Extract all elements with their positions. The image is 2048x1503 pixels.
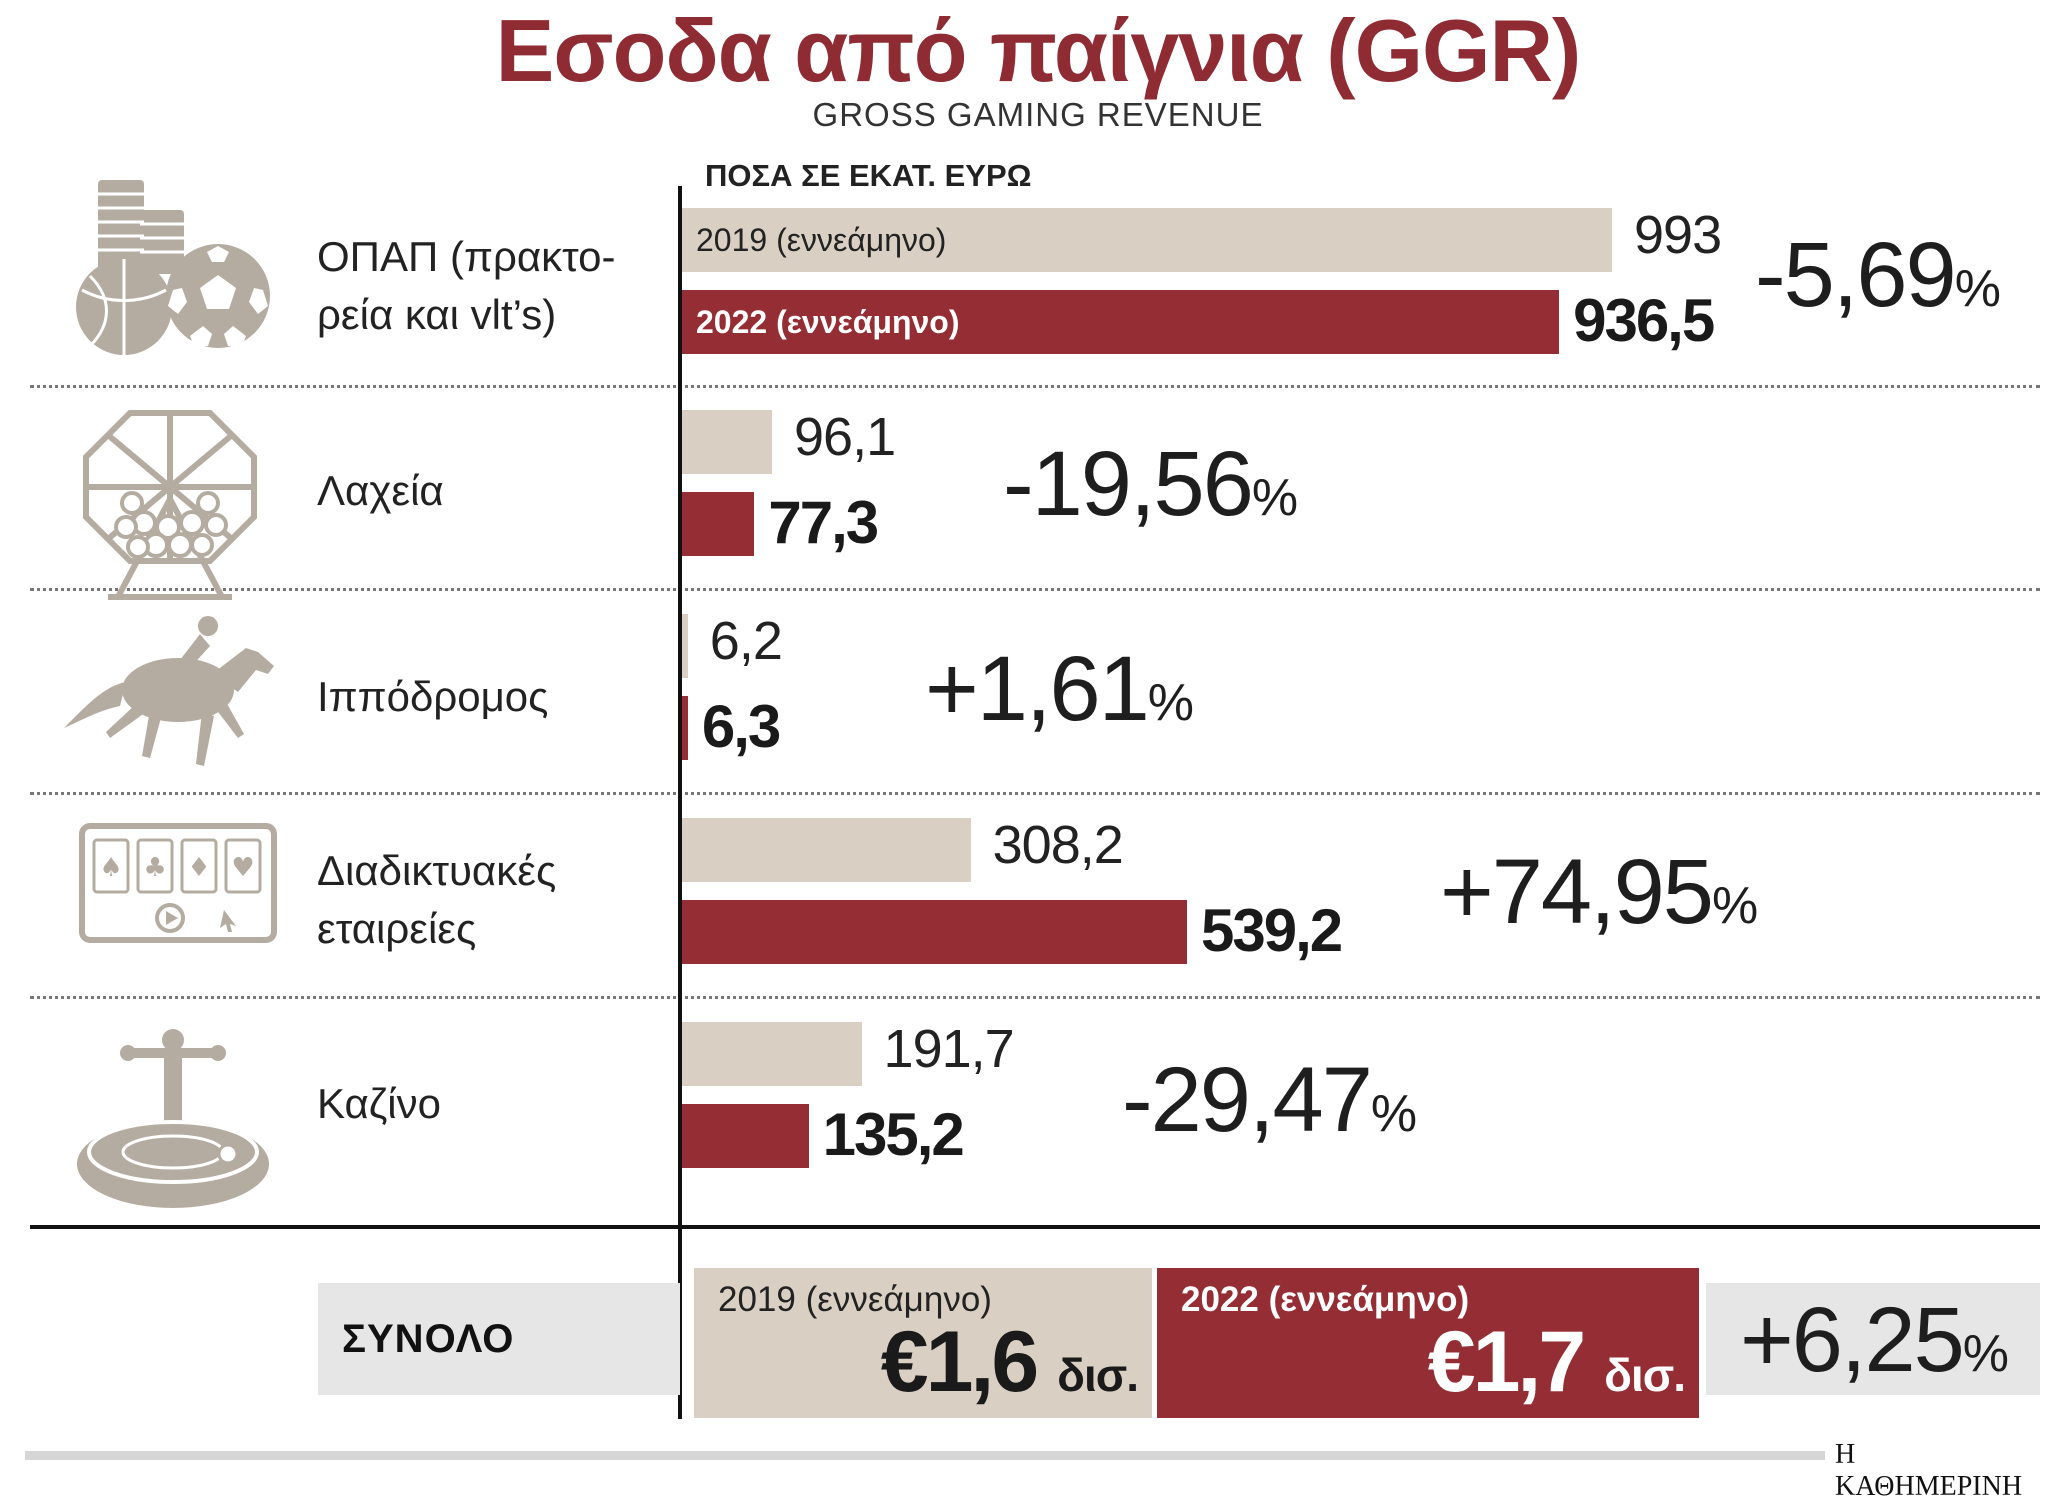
total-label: ΣΥΝΟΛΟ (342, 1317, 515, 1361)
bar-2019 (682, 1022, 862, 1086)
series-label-2019: 2019 (εννεάμηνο) (696, 222, 947, 258)
value-axis-line (678, 186, 682, 1419)
percent-change-value: -19,56 (1003, 433, 1254, 535)
bar-2019 (682, 818, 971, 882)
bar-2022 (682, 696, 688, 760)
value-label-2019: 191,7 (883, 1019, 1015, 1079)
value-label-2022: 539,2 (1200, 897, 1343, 964)
value-label-2019: 96,1 (794, 407, 896, 467)
category-label: Λαχεία (317, 467, 444, 514)
percent-change: +74,95% (1440, 840, 1758, 945)
percent-change: -19,56% (1003, 432, 1298, 537)
total-change-value: +6,25 (1740, 1289, 1965, 1391)
racehorse-jockey-icon (62, 612, 292, 782)
roulette-wheel-icon (68, 1014, 278, 1214)
percent-change: +1,61% (925, 637, 1194, 742)
lottery-chips-balls-icon (68, 172, 278, 372)
percent-sign: % (1147, 674, 1194, 732)
footer-line (25, 1451, 1825, 1460)
chart-subtitle: GROSS GAMING REVENUE (812, 96, 1264, 133)
total-2019-value: €1,6 (880, 1314, 1039, 1410)
value-label-2019: 993 (1634, 205, 1722, 265)
svg-text:♦: ♦ (187, 853, 210, 883)
category-label: εταιρείες (317, 905, 477, 952)
value-label-2022: 135,2 (822, 1101, 965, 1168)
percent-sign: % (1954, 260, 2001, 318)
total-label-box: ΣΥΝΟΛΟ (318, 1283, 680, 1395)
percent-change-value: -5,69 (1755, 224, 1957, 326)
value-label-2022: 936,5 (1573, 287, 1715, 354)
bar-2019 (682, 614, 688, 678)
bar-2022 (682, 1104, 809, 1168)
svg-text:♥: ♥ (231, 853, 254, 883)
online-cards-screen-icon: ♠ ♣ ♦ ♥ (74, 818, 284, 948)
percent-change-value: -29,47 (1122, 1049, 1373, 1151)
total-2022-value-group: €1,7 δισ. (1427, 1313, 1686, 1412)
value-label-2022: 6,3 (701, 693, 781, 760)
total-2019-box: 2019 (εννεάμηνο) €1,6 δισ. (694, 1268, 1152, 1418)
svg-text:♠: ♠ (99, 853, 122, 883)
row-separator (30, 385, 2040, 388)
category-label: Διαδικτυακές (317, 847, 557, 894)
series-label-2022: 2022 (εννεάμηνο) (696, 304, 960, 340)
units-label: ΠΟΣΑ ΣΕ ΕΚΑΤ. ΕΥΡΩ (705, 158, 1032, 193)
category-label: Καζίνο (317, 1080, 441, 1127)
total-2022-box: 2022 (εννεάμηνο) €1,7 δισ. (1157, 1268, 1699, 1418)
category-label: ρεία και vlt’s) (317, 291, 557, 338)
category-label: Ιππόδρομος (317, 673, 549, 720)
row-separator (30, 588, 2040, 591)
row-separator (30, 792, 2040, 795)
percent-sign: % (1370, 1085, 1417, 1143)
lottery-drum-icon (68, 405, 278, 605)
bar-2019: 2019 (εννεάμηνο) (682, 208, 1612, 272)
percent-change: -29,47% (1122, 1048, 1417, 1153)
percent-change-value: +1,61 (925, 638, 1150, 740)
category-label: ΟΠΑΠ (πρακτο- (317, 233, 616, 280)
bar-2022 (682, 900, 1187, 964)
total-2022-unit: δισ. (1604, 1349, 1686, 1401)
row-separator (30, 996, 2040, 999)
total-2022-value: €1,7 (1427, 1314, 1586, 1410)
value-label-2022: 77,3 (768, 489, 879, 556)
total-divider-rule (30, 1225, 2040, 1229)
value-label-2019: 308,2 (992, 815, 1124, 875)
svg-text:♣: ♣ (143, 853, 166, 883)
source-credit: Η ΚΑΘΗΜΕΡΙΝΗ (1835, 1439, 2023, 1502)
total-percent-change: +6,25% (1740, 1288, 2009, 1393)
total-percent-sign: % (1962, 1325, 2009, 1383)
bar-2022 (682, 492, 755, 556)
chart-title: Εσοδα από παίγνια (GGR) (495, 1, 1582, 100)
total-2019-unit: δισ. (1057, 1349, 1139, 1401)
value-label-2019: 6,2 (709, 611, 783, 671)
bar-2022: 2022 (εννεάμηνο) (682, 290, 1560, 354)
percent-change-value: +74,95 (1440, 841, 1714, 943)
total-2019-value-group: €1,6 δισ. (880, 1313, 1139, 1412)
bar-2019 (682, 410, 772, 474)
total-2022-label: 2022 (εννεάμηνο) (1181, 1280, 1470, 1319)
total-2019-label: 2019 (εννεάμηνο) (718, 1280, 992, 1319)
percent-change: -5,69% (1755, 223, 2001, 328)
percent-sign: % (1251, 469, 1298, 527)
percent-sign: % (1711, 877, 1758, 935)
total-change-box (1706, 1283, 2040, 1395)
